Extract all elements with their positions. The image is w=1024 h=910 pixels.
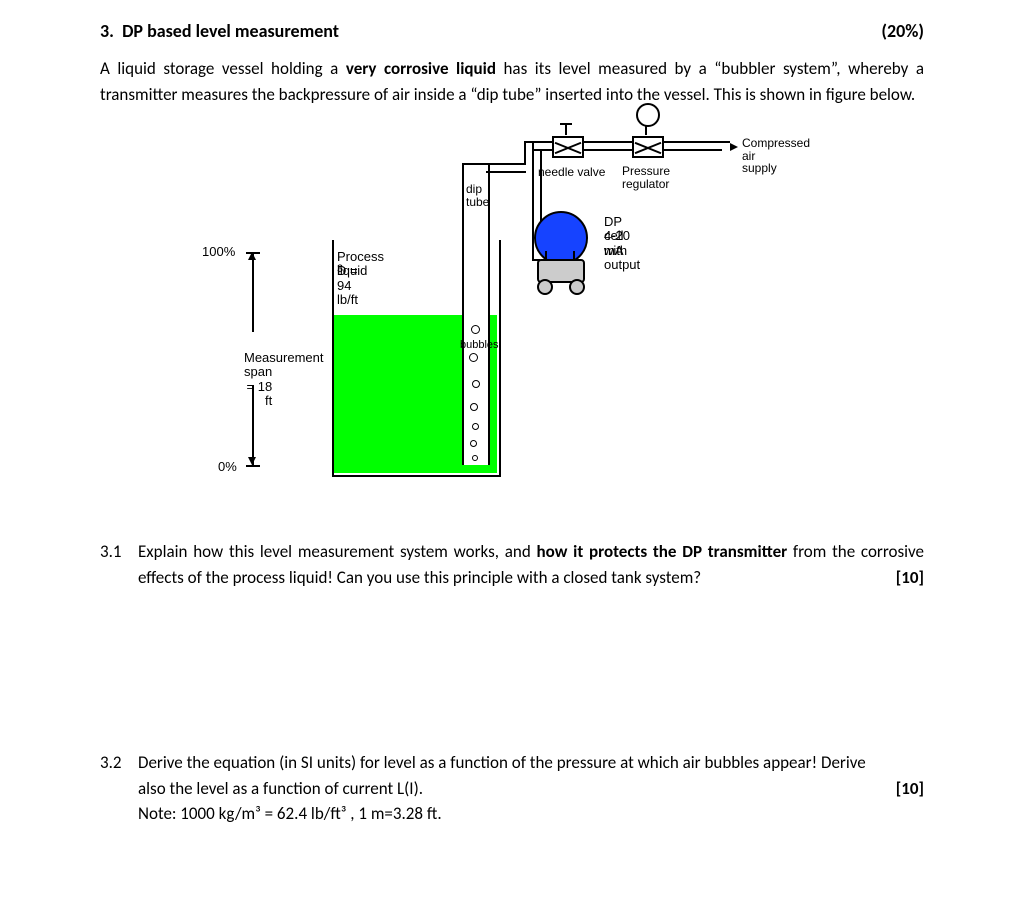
bubble-icon — [470, 403, 478, 411]
question-weight: (20%) — [881, 20, 924, 42]
meas1: Measurement — [244, 351, 323, 365]
intro-paragraph: A liquid storage vessel holding a very c… — [100, 56, 924, 107]
dp2: 4-20 mA output — [604, 229, 640, 272]
arrow-down-icon — [248, 457, 256, 465]
arrow-right-icon — [730, 143, 738, 151]
question-3-1: 3.1 Explain how this level measurement s… — [100, 539, 924, 590]
reg2: regulator — [622, 178, 669, 191]
bubble-icon — [472, 423, 479, 430]
air-line — [486, 163, 526, 165]
q32-body: Derive the equation (in SI units) for le… — [138, 750, 924, 827]
dp-line — [532, 149, 534, 261]
valve-stem — [565, 125, 567, 135]
page: 3. DP based level measurement (20%) A li… — [0, 0, 1024, 867]
q31-number: 3.1 — [100, 539, 130, 590]
bubble-icon — [470, 440, 477, 447]
arrow-up-icon — [248, 252, 256, 260]
q31-body: Explain how this level measurement syste… — [138, 539, 924, 590]
air-line — [486, 171, 526, 173]
needle-valve-icon — [552, 136, 584, 158]
tee-bot — [246, 465, 260, 467]
bubble-icon — [472, 455, 478, 461]
span-line-upper — [252, 252, 254, 332]
valve-handle — [560, 123, 572, 125]
question-3-2: 3.2 Derive the equation (in SI units) fo… — [100, 750, 924, 827]
dp-cell-icon — [534, 211, 588, 265]
air-line — [524, 143, 526, 165]
bubble-icon — [469, 353, 478, 362]
dip-tube-cap — [462, 163, 488, 165]
air2: air supply — [742, 150, 777, 175]
blank-space — [100, 590, 924, 740]
question-title: DP based level measurement — [122, 20, 339, 42]
dip1: dip — [466, 183, 482, 196]
regulator-dome-icon — [636, 103, 660, 127]
reg1: Pressure — [622, 165, 670, 178]
q31-bold: how it protects the DP transmitter — [537, 541, 788, 562]
meas2: span = 18 ft — [244, 365, 272, 408]
intro-a: A liquid storage vessel holding a — [100, 58, 346, 79]
bubbles-label: bubbles — [460, 339, 499, 351]
span-line-lower — [252, 385, 254, 465]
dip-tube-inner — [470, 165, 478, 465]
intro-bold: very corrosive liquid — [346, 58, 496, 79]
dip2: tube — [466, 196, 489, 209]
question-number: 3. — [100, 20, 114, 42]
header-left: 3. DP based level measurement — [100, 20, 339, 42]
pressure-regulator-icon — [632, 136, 664, 158]
dp-foot-icon — [569, 279, 585, 295]
q31-marks: [10] — [896, 565, 924, 591]
q31-a: Explain how this level measurement syste… — [138, 541, 537, 562]
q32-text: Derive the equation (in SI units) for le… — [138, 750, 896, 801]
q32-row: Derive the equation (in SI units) for le… — [138, 750, 924, 801]
bubble-icon — [472, 380, 480, 388]
q32-number: 3.2 — [100, 750, 130, 827]
q32-note: Note: 1000 kg/m³ = 62.4 lb/ft³ , 1 m=3.2… — [138, 801, 924, 827]
bubbler-diagram: 100% Measurement span = 18 ft 0% Process… — [202, 135, 822, 515]
pct-bot-label: 0% — [218, 460, 237, 474]
dp-port — [545, 251, 547, 259]
dp-foot-icon — [537, 279, 553, 295]
question-header: 3. DP based level measurement (20%) — [100, 20, 924, 42]
bubble-icon — [471, 325, 480, 334]
pct-top-label: 100% — [202, 245, 235, 259]
needle-valve-label: needle valve — [538, 165, 605, 179]
proc-exp: 3 — [337, 264, 343, 276]
q32-marks: [10] — [896, 776, 924, 802]
dp-port — [573, 251, 575, 259]
air1: Compressed — [742, 137, 810, 150]
